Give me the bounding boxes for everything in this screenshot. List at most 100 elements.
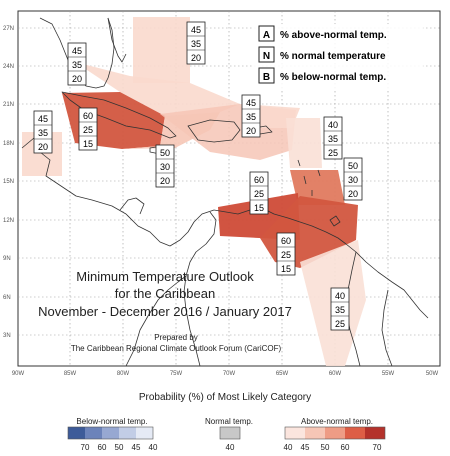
box-value-normal: 35 [246, 112, 256, 122]
lat-label-21n: 21N [3, 102, 14, 108]
lon-label-60w: 60W [329, 371, 342, 377]
box-windward: 50 30 20 [343, 157, 363, 201]
lat-label-18n: 18N [3, 141, 14, 147]
box-belize: 45 35 20 [33, 110, 53, 154]
box-value-normal: 35 [72, 60, 82, 70]
lat-label-3n: 3N [3, 333, 11, 339]
box-value-above: 45 [191, 25, 201, 35]
legend-below-label: Below-normal temp. [76, 417, 147, 426]
key-text-normal: % normal temperature [280, 51, 386, 62]
category-key-backdrop [253, 24, 423, 90]
key-letter-n: N [263, 51, 270, 62]
box-value-below: 20 [160, 176, 170, 186]
legend-above-swatches [284, 426, 386, 440]
zone-bahamas-north [133, 17, 190, 83]
lat-label-15n: 15N [3, 179, 14, 185]
box-value-normal: 35 [328, 134, 338, 144]
legend-tick: 40 [226, 443, 235, 452]
map-title-line-2: for the Caribbean [115, 286, 215, 301]
lat-label-24n: 24N [3, 64, 14, 70]
probability-legend: Probability (%) of Most Likely Category … [67, 392, 386, 452]
key-text-below: % below-normal temp. [280, 72, 386, 83]
box-value-below: 20 [38, 142, 48, 152]
legend-tick: 70 [81, 443, 90, 452]
box-value-normal: 25 [281, 250, 291, 260]
category-key: A % above-normal temp. N % normal temper… [253, 24, 423, 90]
box-value-below: 20 [246, 126, 256, 136]
lon-label-65w: 65W [276, 371, 289, 377]
lat-label-27n: 27N [3, 26, 14, 32]
lon-label-90w: 90W [12, 371, 25, 377]
box-value-above: 45 [246, 98, 256, 108]
box-hispaniola: 45 35 20 [241, 94, 261, 138]
legend-swatch-normal [219, 426, 241, 440]
box-value-normal: 35 [335, 305, 345, 315]
longitude-labels: 90W 85W 80W 75W 70W 65W 60W 55W 50W [12, 371, 439, 377]
box-value-below: 15 [254, 203, 264, 213]
legend-swatch [102, 427, 119, 439]
legend-tick: 45 [301, 443, 310, 452]
legend-swatch [325, 427, 345, 439]
box-value-above: 45 [72, 46, 82, 56]
legend-tick: 50 [321, 443, 330, 452]
legend-title: Probability (%) of Most Likely Category [139, 392, 311, 403]
legend-normal-label: Normal temp. [205, 417, 253, 426]
box-value-above: 50 [160, 148, 170, 158]
lat-label-6n: 6N [3, 295, 11, 301]
box-bahamas-north: 45 35 20 [186, 21, 206, 65]
box-value-below: 25 [328, 148, 338, 158]
box-jamaica: 50 30 20 [155, 144, 175, 188]
box-trinidad: 60 25 15 [276, 232, 296, 276]
legend-tick: 40 [284, 443, 293, 452]
legend-swatch [285, 427, 305, 439]
box-cuba: 60 25 15 [78, 107, 98, 151]
box-value-below: 15 [83, 139, 93, 149]
box-value-above: 45 [38, 114, 48, 124]
legend-swatch [365, 427, 385, 439]
zone-bahamas-west [75, 62, 240, 116]
latitude-labels: 27N 24N 21N 18N 15N 12N 9N 6N 3N [3, 26, 14, 339]
legend-swatch [305, 427, 325, 439]
lat-label-12n: 12N [3, 218, 14, 224]
lon-label-80w: 80W [117, 371, 130, 377]
zone-leeward [286, 118, 322, 168]
box-value-normal: 35 [38, 128, 48, 138]
probability-boxes: 45 35 20 45 35 20 45 35 20 60 25 15 [33, 21, 363, 331]
legend-tick: 60 [341, 443, 350, 452]
key-letter-b: B [263, 72, 270, 83]
key-letter-a: A [263, 30, 270, 41]
box-value-normal: 30 [348, 175, 358, 185]
legend-tick: 40 [149, 443, 158, 452]
key-box-a [258, 25, 275, 42]
box-value-below: 20 [72, 74, 82, 84]
box-value-below: 25 [335, 319, 345, 329]
legend-swatch [136, 427, 153, 439]
box-value-above: 50 [348, 161, 358, 171]
box-value-above: 60 [254, 175, 264, 185]
legend-swatch [85, 427, 102, 439]
map-title-line-3: November - December 2016 / January 2017 [38, 304, 292, 319]
prepared-by-line-2: The Caribbean Regional Climate Outlook F… [71, 344, 282, 353]
lon-label-70w: 70W [223, 371, 236, 377]
box-value-normal: 25 [254, 189, 264, 199]
box-value-above: 60 [281, 236, 291, 246]
legend-above-label: Above-normal temp. [301, 417, 373, 426]
lon-label-85w: 85W [64, 371, 77, 377]
legend-tick: 45 [132, 443, 141, 452]
zone-windward [290, 170, 345, 205]
box-value-normal: 35 [191, 39, 201, 49]
box-value-below: 15 [281, 264, 291, 274]
map-title-line-1: Minimum Temperature Outlook [76, 269, 254, 284]
box-value-above: 40 [328, 120, 338, 130]
box-guianas: 40 35 25 [330, 287, 350, 331]
legend-tick: 60 [98, 443, 107, 452]
key-box-b [258, 67, 275, 84]
lon-label-75w: 75W [170, 371, 183, 377]
box-leeward: 40 35 25 [323, 116, 343, 160]
box-value-above: 60 [83, 111, 93, 121]
box-abc-islands: 60 25 15 [249, 171, 269, 215]
map-title: Minimum Temperature Outlook for the Cari… [38, 269, 292, 353]
box-value-normal: 30 [160, 162, 170, 172]
box-value-below: 20 [348, 189, 358, 199]
